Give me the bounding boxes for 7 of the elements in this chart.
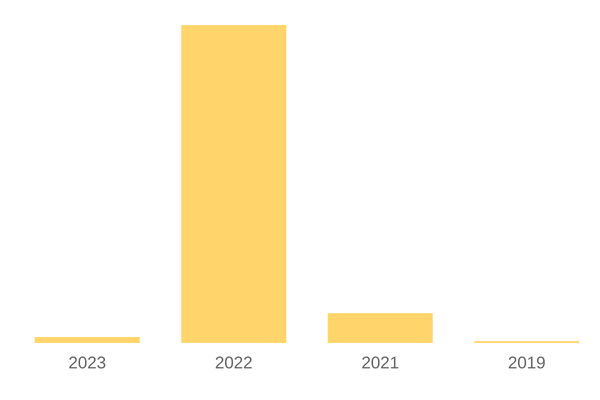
x-tick-label: 2023 bbox=[69, 356, 106, 369]
bar bbox=[181, 24, 286, 343]
bar bbox=[34, 336, 140, 343]
x-tick-label: 2022 bbox=[216, 356, 252, 369]
x-tick-label: 2021 bbox=[362, 356, 398, 369]
bar bbox=[328, 313, 433, 343]
x-tick-label: 2019 bbox=[508, 356, 545, 369]
